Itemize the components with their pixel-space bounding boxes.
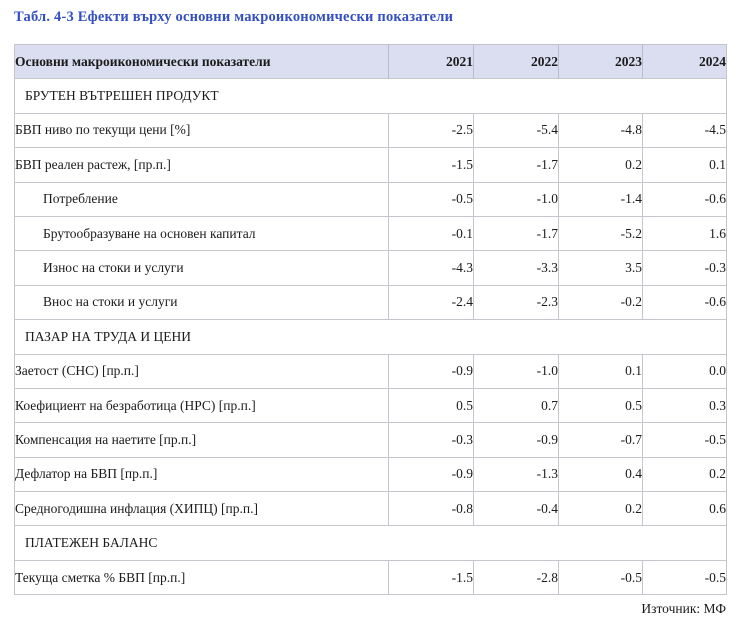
value-cell: -1.0 bbox=[473, 181, 559, 217]
value-cell: -0.9 bbox=[388, 353, 474, 389]
value-cell: -3.3 bbox=[473, 250, 559, 286]
value-cell: -4.8 bbox=[558, 112, 643, 148]
value-cell: -0.7 bbox=[558, 422, 643, 458]
value-cell: -2.4 bbox=[388, 284, 474, 320]
value-cell: -2.3 bbox=[473, 284, 559, 320]
table-body: БРУТЕН ВЪТРЕШЕН ПРОДУКТ БВП ниво по текущ… bbox=[14, 78, 727, 595]
value-cell: 0.1 bbox=[642, 147, 727, 183]
row-label: Потребление bbox=[14, 181, 389, 217]
section-label: ПЛАТЕЖЕН БАЛАНС bbox=[14, 525, 727, 561]
value-cell: 0.6 bbox=[642, 491, 727, 526]
row-label: Текуща сметка % БВП [пр.п.] bbox=[14, 559, 389, 595]
value-cell: 0.2 bbox=[642, 456, 727, 492]
value-cell: 0.2 bbox=[558, 491, 643, 526]
value-cell: -0.3 bbox=[388, 422, 474, 458]
table-row: Износ на стоки и услуги -4.3 -3.3 3.5 -0.3 bbox=[14, 250, 727, 286]
row-label: БВП реален растеж, [пр.п.] bbox=[14, 147, 389, 183]
value-cell: 0.1 bbox=[558, 353, 643, 389]
value-cell: -0.5 bbox=[558, 559, 643, 595]
year-column-header: 2022 bbox=[473, 44, 559, 79]
value-cell: 0.4 bbox=[558, 456, 643, 492]
value-cell: -2.5 bbox=[388, 112, 474, 148]
value-cell: -0.2 bbox=[558, 284, 643, 320]
value-cell: 0.5 bbox=[388, 387, 474, 423]
value-cell: -0.9 bbox=[388, 456, 474, 492]
value-cell: -0.3 bbox=[642, 250, 727, 286]
section-header-row: ПАЗАР НА ТРУДА И ЦЕНИ bbox=[14, 319, 727, 355]
value-cell: 0.7 bbox=[473, 387, 559, 423]
value-cell: -1.3 bbox=[473, 456, 559, 492]
row-label: Заетост (СНС) [пр.п.] bbox=[14, 353, 389, 389]
value-cell: 3.5 bbox=[558, 250, 643, 286]
row-label: Брутообразуване на основен капитал bbox=[14, 215, 389, 251]
section-label: ПАЗАР НА ТРУДА И ЦЕНИ bbox=[14, 319, 727, 355]
value-cell: 0.3 bbox=[642, 387, 727, 423]
year-column-header: 2023 bbox=[558, 44, 643, 79]
table-row: БВП реален растеж, [пр.п.] -1.5 -1.7 0.2 0.1 bbox=[14, 147, 727, 183]
value-cell: -5.2 bbox=[558, 215, 643, 251]
value-cell: -0.8 bbox=[388, 491, 474, 526]
value-cell: -4.3 bbox=[388, 250, 474, 286]
table-row: Дефлатор на БВП [пр.п.] -0.9 -1.3 0.4 0.2 bbox=[14, 456, 727, 492]
value-cell: 1.6 bbox=[642, 215, 727, 251]
value-cell: -5.4 bbox=[473, 112, 559, 148]
value-cell: -1.0 bbox=[473, 353, 559, 389]
value-cell: 0.5 bbox=[558, 387, 643, 423]
table-row: БВП ниво по текущи цени [%] -2.5 -5.4 -4.8-… bbox=[14, 112, 727, 148]
macro-indicators-table: Основни макроикономически показатели 202… bbox=[14, 44, 727, 596]
row-label: Внос на стоки и услуги bbox=[14, 284, 389, 320]
value-cell: -0.4 bbox=[473, 491, 559, 526]
year-column-header: 2021 bbox=[388, 44, 474, 79]
indicators-column-header: Основни макроикономически показатели bbox=[14, 44, 389, 79]
row-label: Средногодишна инфлация (ХИПЦ) [пр.п.] bbox=[14, 491, 389, 526]
value-cell: -1.4 bbox=[558, 181, 643, 217]
value-cell: -0.6 bbox=[642, 284, 727, 320]
table-row: Внос на стоки и услуги -2.4 -2.3 -0.2 -0.6 bbox=[14, 284, 727, 320]
year-column-header: 2024 bbox=[642, 44, 727, 79]
value-cell: -0.1 bbox=[388, 215, 474, 251]
value-cell: -1.5 bbox=[388, 147, 474, 183]
value-cell: -2.8 bbox=[473, 559, 559, 595]
section-header-row: ПЛАТЕЖЕН БАЛАНС bbox=[14, 525, 727, 561]
table-row: Заетост (СНС) [пр.п.] -0.9 -1.0 0.1 0.0 bbox=[14, 353, 727, 389]
row-label: Износ на стоки и услуги bbox=[14, 250, 389, 286]
value-cell: 0.2 bbox=[558, 147, 643, 183]
value-cell: -0.9 bbox=[473, 422, 559, 458]
row-label: БВП ниво по текущи цени [%] bbox=[14, 112, 389, 148]
value-cell: -0.5 bbox=[642, 422, 727, 458]
source-note: Източник: МФ bbox=[641, 601, 726, 616]
section-header-row: БРУТЕН ВЪТРЕШЕН ПРОДУКТ bbox=[14, 78, 727, 114]
row-label: Коефициент на безработица (НРС) [пр.п.] bbox=[14, 387, 389, 423]
table-row: Текуща сметка % БВП [пр.п.] -1.5 -2.8 -0.5-… bbox=[14, 559, 727, 595]
value-cell: -1.7 bbox=[473, 147, 559, 183]
table-row: Потребление -0.5 -1.0 -1.4 -0.6 bbox=[14, 181, 727, 217]
value-cell: -1.7 bbox=[473, 215, 559, 251]
row-label: Компенсация на наетите [пр.п.] bbox=[14, 422, 389, 458]
table-row: Компенсация на наетите [пр.п.] -0.3 -0.9 -0… bbox=[14, 422, 727, 458]
table-row: Средногодишна инфлация (ХИПЦ) [пр.п.] -0.… bbox=[14, 491, 727, 526]
value-cell: -0.5 bbox=[642, 559, 727, 595]
value-cell: 0.0 bbox=[642, 353, 727, 389]
value-cell: -0.5 bbox=[388, 181, 474, 217]
table-row: Брутообразуване на основен капитал -0.1 -1… bbox=[14, 215, 727, 251]
table-row: Коефициент на безработица (НРС) [пр.п.] 0… bbox=[14, 387, 727, 423]
value-cell: -0.6 bbox=[642, 181, 727, 217]
section-label: БРУТЕН ВЪТРЕШЕН ПРОДУКТ bbox=[14, 78, 727, 114]
value-cell: -1.5 bbox=[388, 559, 474, 595]
table-header-row: Основни макроикономически показатели 202… bbox=[14, 44, 727, 79]
value-cell: -4.5 bbox=[642, 112, 727, 148]
table-title: Табл. 4-3 Ефекти върху основни макроикон… bbox=[14, 9, 454, 25]
row-label: Дефлатор на БВП [пр.п.] bbox=[14, 456, 389, 492]
